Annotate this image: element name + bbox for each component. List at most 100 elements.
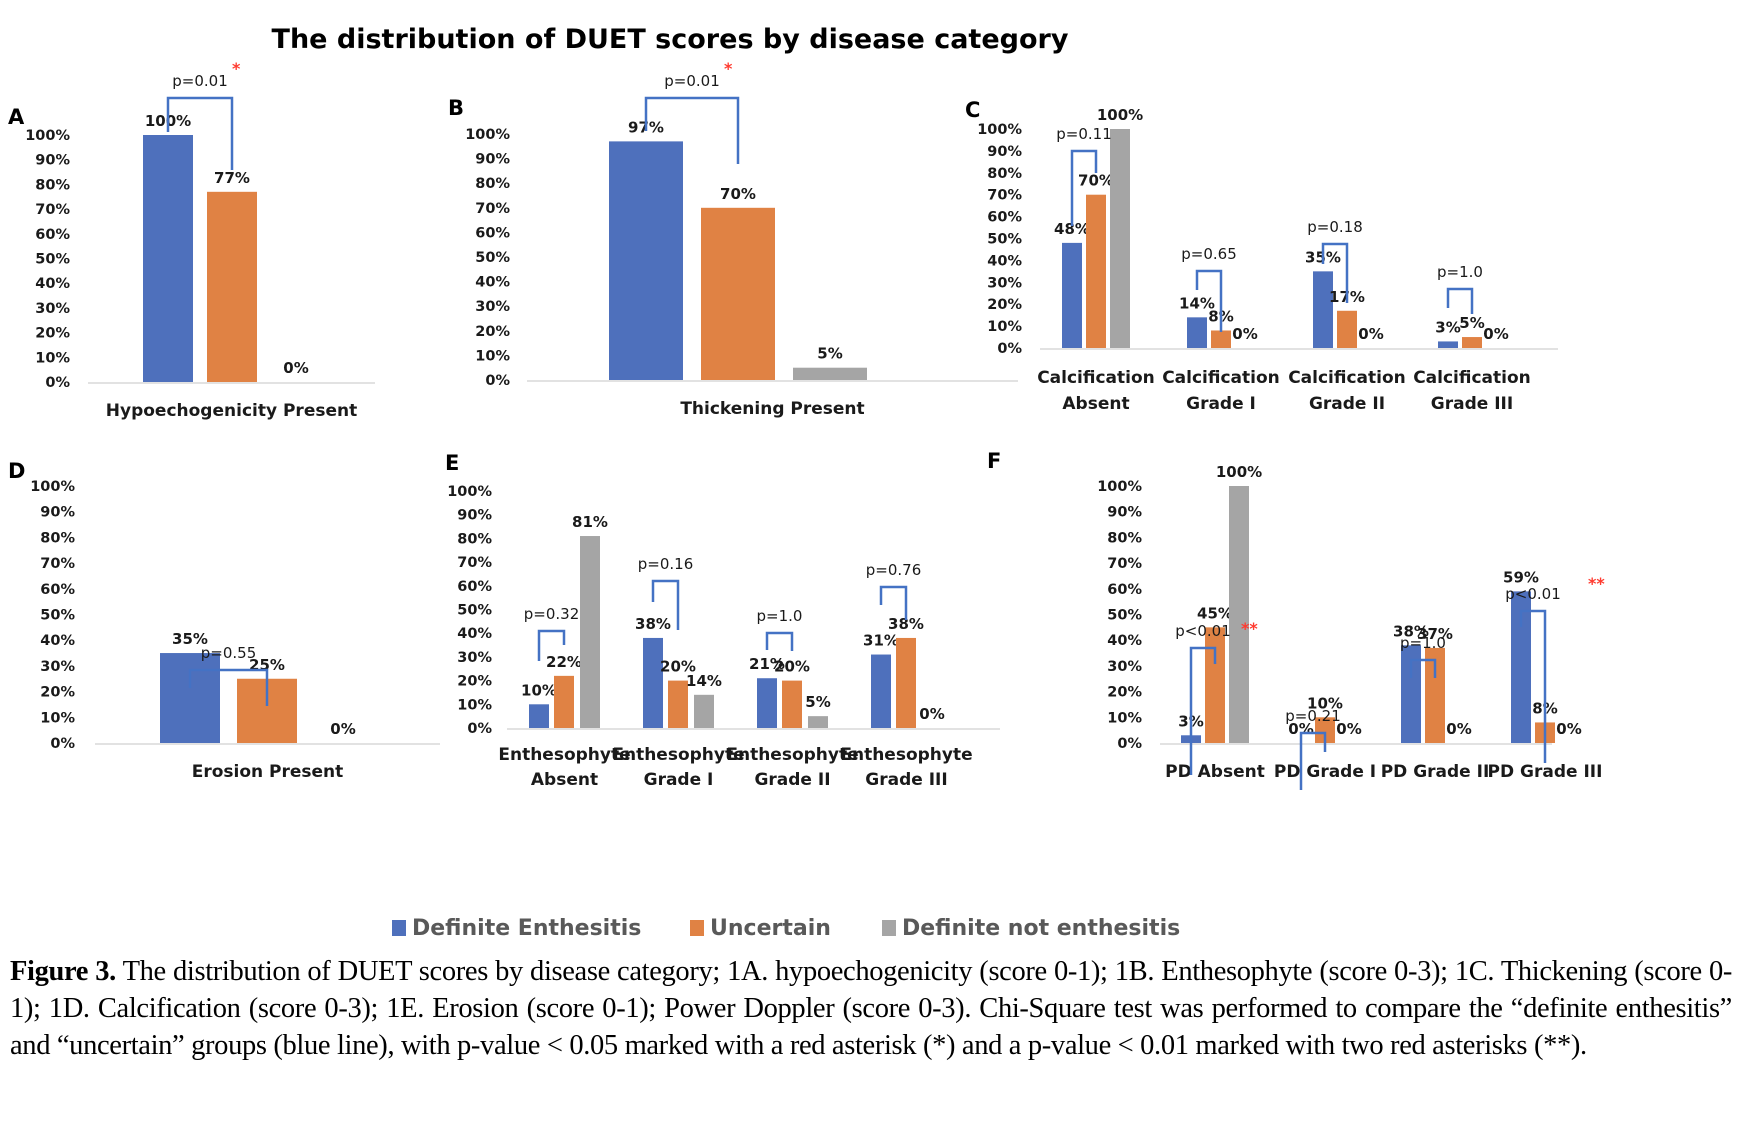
data-label: 48% bbox=[1054, 220, 1090, 238]
data-label: 0% bbox=[1483, 325, 1508, 343]
comparison-bracket bbox=[188, 668, 269, 706]
p-value-label: p=0.01 bbox=[172, 72, 228, 90]
bar-definite-enthesitis bbox=[143, 135, 193, 382]
data-label: 38% bbox=[1393, 622, 1429, 640]
y-tick-label: 90% bbox=[35, 153, 70, 169]
p-value-label: p=0.21 bbox=[1285, 707, 1341, 725]
y-tick-label: 90% bbox=[40, 505, 75, 521]
data-label: 10% bbox=[521, 681, 557, 699]
category-label: PD Absent bbox=[1165, 762, 1265, 782]
y-tick-label: 80% bbox=[457, 531, 492, 547]
p-value-label: p=0.16 bbox=[638, 555, 694, 573]
bar-definite-enthesitis bbox=[529, 704, 549, 728]
y-tick-label: 0% bbox=[1117, 736, 1142, 752]
y-tick-label: 60% bbox=[987, 210, 1022, 226]
bar-definite-enthesitis bbox=[643, 637, 663, 728]
comparison-bracket bbox=[1070, 149, 1098, 226]
y-tick-label: 30% bbox=[1107, 659, 1142, 675]
p-value-label: p<0.01 bbox=[1175, 622, 1231, 640]
legend-swatch-uncertain bbox=[690, 920, 704, 936]
y-tick-label: 40% bbox=[1107, 633, 1142, 649]
legend: Definite Enthesitis Uncertain Definite not… bbox=[392, 916, 1180, 941]
category-label-line: PD Absent bbox=[1165, 762, 1265, 782]
category-label-line: Calcification bbox=[1037, 368, 1155, 388]
data-label: 20% bbox=[660, 658, 696, 676]
p-value-label: p=1.0 bbox=[1437, 263, 1483, 281]
data-label: 0% bbox=[1336, 720, 1361, 738]
y-tick-label: 100% bbox=[25, 128, 70, 144]
y-tick-label: 0% bbox=[467, 721, 492, 737]
y-tick-label: 70% bbox=[457, 555, 492, 571]
data-label: 45% bbox=[1197, 604, 1233, 622]
y-tick-label: 60% bbox=[35, 227, 70, 243]
y-tick-label: 80% bbox=[475, 176, 510, 192]
p-value-label: p=0.65 bbox=[1181, 245, 1237, 263]
y-tick-label: 10% bbox=[457, 697, 492, 713]
data-label: 0% bbox=[330, 720, 355, 738]
category-label-line: Enthesophyte bbox=[498, 745, 630, 765]
y-tick-label: 100% bbox=[30, 479, 75, 495]
p-value-label: p=0.76 bbox=[866, 561, 922, 579]
y-tick-label: 50% bbox=[40, 608, 75, 624]
data-label: 70% bbox=[720, 185, 756, 203]
y-tick-label: 70% bbox=[987, 188, 1022, 204]
category-label: Enthesophyte Grade I bbox=[612, 745, 744, 790]
bar-uncertain bbox=[782, 680, 802, 728]
p-value-label: p=0.18 bbox=[1307, 218, 1363, 236]
data-label: 22% bbox=[546, 653, 582, 671]
category-label: Thickening Present bbox=[680, 399, 864, 419]
comparison-bracket bbox=[879, 585, 908, 620]
y-tick-label: 50% bbox=[475, 250, 510, 266]
data-label: 81% bbox=[572, 513, 608, 531]
data-label: 20% bbox=[774, 658, 810, 676]
chart-panel-b: B0%10%20%30%40%50%60%70%80%90%100% 97%70%… bbox=[448, 59, 1018, 419]
category-label: Calcification Grade III bbox=[1413, 368, 1531, 414]
y-tick-label: 20% bbox=[475, 324, 510, 340]
bar-uncertain bbox=[896, 637, 916, 728]
y-tick-label: 0% bbox=[485, 373, 510, 389]
category-label-line: Erosion Present bbox=[192, 762, 344, 782]
bar-uncertain bbox=[701, 207, 775, 380]
y-tick-label: 60% bbox=[40, 582, 75, 598]
y-tick-label: 10% bbox=[40, 710, 75, 726]
panel-letter: C bbox=[965, 98, 980, 122]
category-label-line: Enthesophyte bbox=[726, 745, 858, 765]
y-tick-label: 30% bbox=[457, 650, 492, 666]
bar-definite-enthesitis bbox=[871, 654, 891, 728]
category-label-line: Absent bbox=[1062, 394, 1129, 414]
chart-panel-a: A0%10%20%30%40%50%60%70%80%90%100%100%77… bbox=[8, 59, 375, 421]
data-label: 14% bbox=[1179, 294, 1215, 312]
category-label: Calcification Grade II bbox=[1288, 368, 1406, 414]
data-label: 0% bbox=[1446, 720, 1471, 738]
panel-letter: F bbox=[987, 449, 1001, 473]
y-tick-label: 40% bbox=[35, 276, 70, 292]
data-label: 59% bbox=[1503, 568, 1539, 586]
comparison-bracket bbox=[651, 579, 680, 630]
chart-panel-d: D0%10%20%30%40%50%60%70%80%90%100%35%25%… bbox=[8, 459, 440, 782]
category-label-line: PD Grade III bbox=[1488, 762, 1603, 782]
y-tick-label: 10% bbox=[987, 319, 1022, 335]
bar-uncertain bbox=[1462, 337, 1482, 348]
panel-letter: B bbox=[448, 96, 464, 120]
y-tick-label: 10% bbox=[475, 348, 510, 364]
p-value-label: p=0.11 bbox=[1056, 125, 1112, 143]
figure-caption: Figure 3. The distribution of DUET score… bbox=[10, 953, 1732, 1064]
category-label-line: Grade I bbox=[1186, 394, 1256, 414]
comparison-bracket bbox=[1321, 242, 1349, 303]
bar-definite-enthesitis bbox=[1511, 591, 1531, 743]
significance-asterisk: ** bbox=[1588, 574, 1605, 593]
comparison-bracket bbox=[1189, 646, 1217, 775]
comparison-bracket bbox=[1409, 658, 1437, 678]
data-label: 0% bbox=[1232, 325, 1257, 343]
category-label: Hypoechogenicity Present bbox=[106, 401, 357, 421]
legend-label: Definite not enthesitis bbox=[902, 916, 1180, 941]
y-tick-label: 70% bbox=[35, 202, 70, 218]
bar-uncertain bbox=[554, 675, 574, 728]
bar-definite-not-enthesitis bbox=[793, 367, 867, 380]
category-label-line: Enthesophyte bbox=[840, 745, 972, 765]
category-label-line: Grade II bbox=[1309, 394, 1385, 414]
y-tick-label: 0% bbox=[45, 375, 70, 391]
category-label: Erosion Present bbox=[192, 762, 344, 782]
y-tick-label: 40% bbox=[457, 626, 492, 642]
y-tick-label: 100% bbox=[1097, 479, 1142, 495]
